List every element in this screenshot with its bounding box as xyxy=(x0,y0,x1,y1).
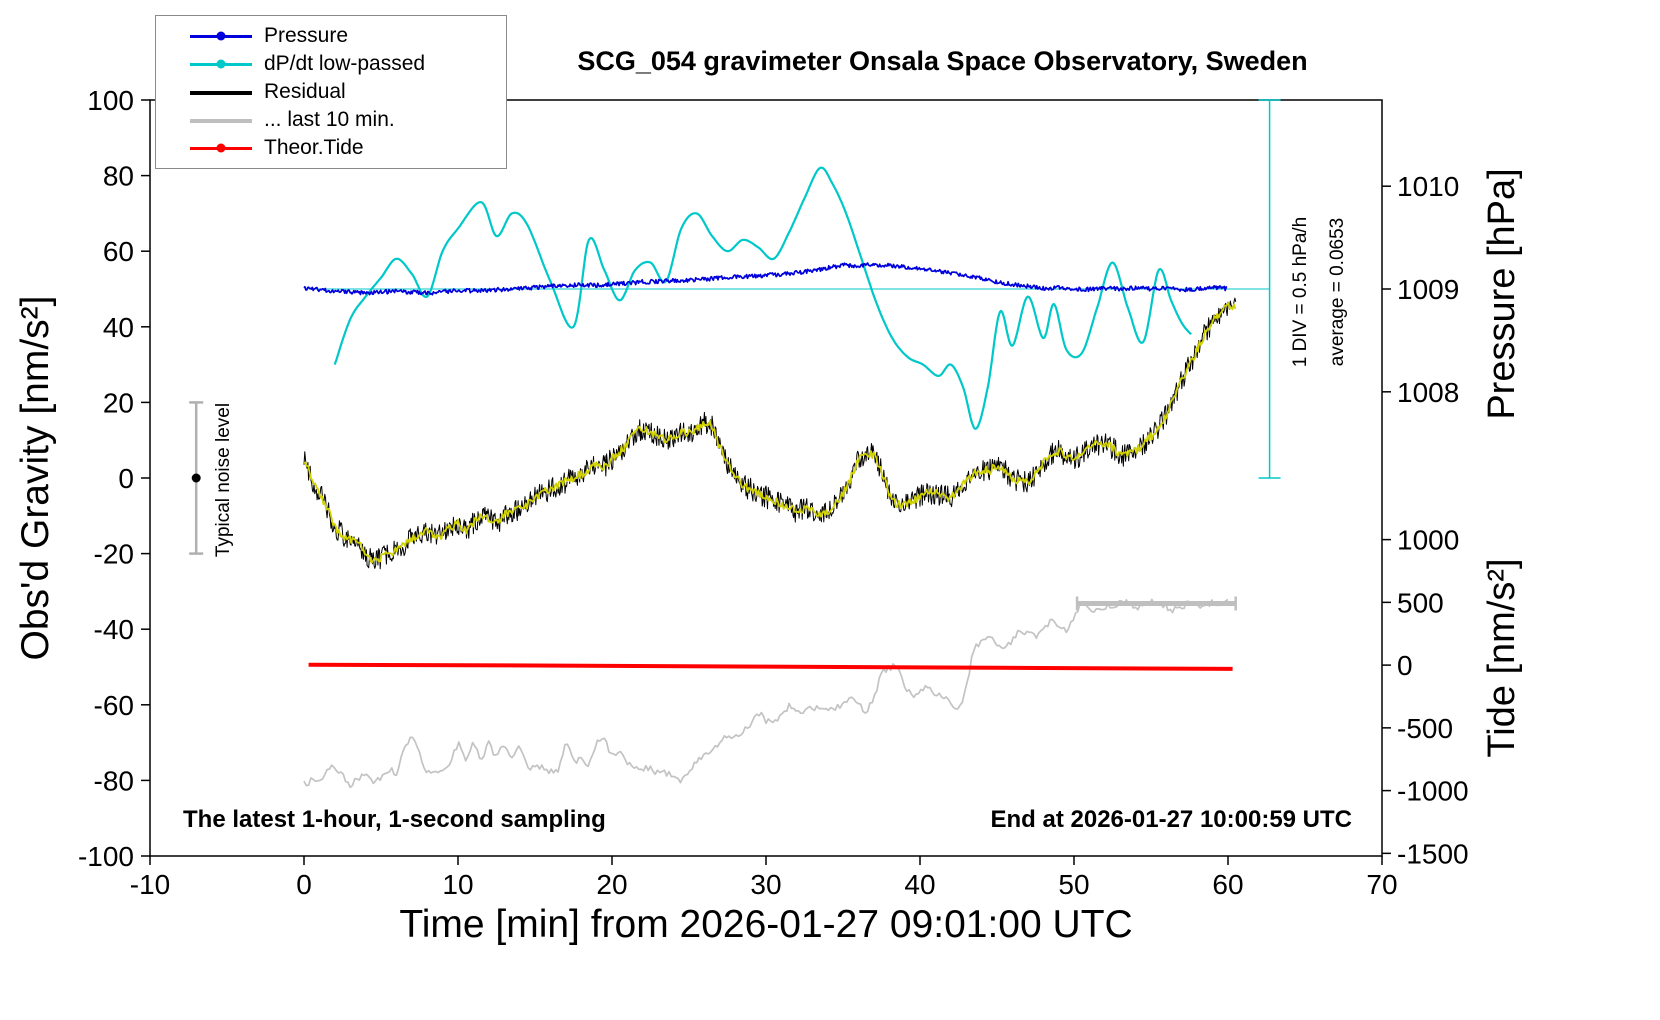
y-axis-label-tide: Tide [nm/s²] xyxy=(1481,558,1523,758)
legend-label: dP/dt low-passed xyxy=(264,52,426,75)
noise-level-dot xyxy=(191,473,201,483)
legend-item: Theor.Tide xyxy=(190,134,506,162)
svg-text:30: 30 xyxy=(750,869,781,900)
svg-text:1009: 1009 xyxy=(1397,274,1459,305)
svg-text:20: 20 xyxy=(596,869,627,900)
scale-bar-div-label: 1 DIV = 0.5 hPa/h xyxy=(1290,216,1311,368)
y-axis-label-gravity: Obs'd Gravity [nm/s²] xyxy=(14,295,57,661)
legend-line-icon xyxy=(190,85,252,99)
svg-text:40: 40 xyxy=(904,869,935,900)
svg-text:10: 10 xyxy=(442,869,473,900)
svg-text:60: 60 xyxy=(1212,869,1243,900)
tick-labels: -10 0 10 20 30 40 50 60 70100806040200-20-40-60-… xyxy=(78,85,1469,900)
svg-text:-500: -500 xyxy=(1397,713,1453,744)
svg-text:80: 80 xyxy=(103,161,134,192)
svg-text:-80: -80 xyxy=(94,765,134,796)
legend-line-dot-icon xyxy=(190,29,252,43)
svg-text:-20: -20 xyxy=(94,539,134,570)
series-last10 xyxy=(303,598,1229,789)
series-residual-smooth xyxy=(303,302,1237,564)
div-scale-bar xyxy=(1258,99,1281,479)
series-dpdt xyxy=(333,166,1192,430)
legend-line-icon xyxy=(190,113,252,127)
chart-title: SCG_054 gravimeter Onsala Space Observat… xyxy=(577,46,1308,76)
svg-text:20: 20 xyxy=(103,387,134,418)
svg-text:500: 500 xyxy=(1397,587,1444,618)
svg-text:-1000: -1000 xyxy=(1397,776,1469,807)
noise-level-label: Typical noise level xyxy=(213,402,234,558)
series-pressure xyxy=(303,262,1228,296)
svg-text:0: 0 xyxy=(296,869,312,900)
legend-label: Pressure xyxy=(264,24,349,47)
svg-text:60: 60 xyxy=(103,236,134,267)
x-axis-label-time: Time [min] from 2026-01-27 09:01:00 UTC xyxy=(399,903,1133,946)
svg-text:1000: 1000 xyxy=(1397,525,1459,556)
series-residual xyxy=(303,297,1237,570)
svg-text:-100: -100 xyxy=(78,841,134,872)
plot-frame xyxy=(149,99,1383,857)
svg-text:1008: 1008 xyxy=(1397,377,1459,408)
legend: Pressure dP/dt low-passed Residual ... last… xyxy=(155,15,507,169)
legend-line-dot-icon xyxy=(190,57,252,71)
legend-item: dP/dt low-passed xyxy=(190,50,506,78)
svg-text:-10: -10 xyxy=(130,869,170,900)
svg-text:1010: 1010 xyxy=(1397,171,1459,202)
svg-text:40: 40 xyxy=(103,312,134,343)
svg-text:0: 0 xyxy=(1397,650,1413,681)
svg-text:-40: -40 xyxy=(94,614,134,645)
legend-line-dot-icon xyxy=(190,141,252,155)
scale-bar-average-label: average = 0.0653 xyxy=(1327,217,1348,367)
last10min-average-bar xyxy=(1075,596,1237,611)
legend-label: Theor.Tide xyxy=(264,136,364,159)
legend-label: ... last 10 min. xyxy=(264,108,395,131)
sampling-note: The latest 1-hour, 1-second sampling xyxy=(183,806,606,833)
end-time-note: End at 2026-01-27 10:00:59 UTC xyxy=(990,806,1353,833)
axis-ticks xyxy=(141,99,1391,865)
legend-item: ... last 10 min. xyxy=(190,106,506,134)
svg-text:0: 0 xyxy=(118,463,134,494)
svg-text:100: 100 xyxy=(87,85,134,116)
svg-text:70: 70 xyxy=(1366,869,1397,900)
legend-item: Pressure xyxy=(190,22,506,50)
svg-text:50: 50 xyxy=(1058,869,1089,900)
series-tide xyxy=(308,662,1233,671)
svg-text:-1500: -1500 xyxy=(1397,838,1469,869)
legend-item: Residual xyxy=(190,78,506,106)
svg-text:-60: -60 xyxy=(94,690,134,721)
legend-label: Residual xyxy=(264,80,346,103)
